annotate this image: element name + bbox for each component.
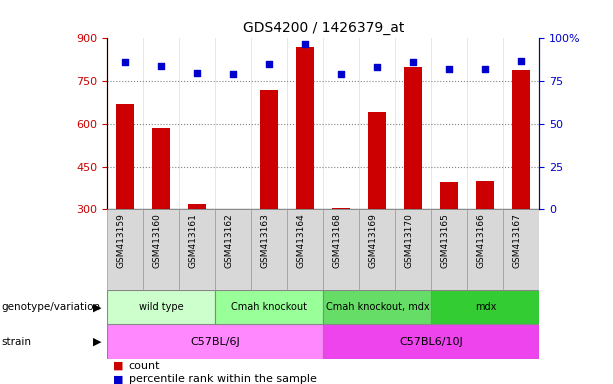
Text: strain: strain: [1, 337, 31, 347]
Text: ▶: ▶: [93, 302, 101, 312]
Text: GSM413167: GSM413167: [512, 214, 522, 268]
Bar: [179, 209, 215, 290]
Bar: [324, 209, 359, 290]
Text: genotype/variation: genotype/variation: [1, 302, 101, 312]
Bar: [261, 90, 278, 209]
Text: mdx: mdx: [474, 302, 496, 312]
Text: C57BL6/10J: C57BL6/10J: [400, 337, 463, 347]
Point: [373, 65, 383, 71]
Point: [264, 61, 274, 67]
Bar: [440, 182, 459, 209]
Point: [229, 71, 238, 77]
Bar: [116, 104, 134, 209]
Bar: [224, 209, 242, 210]
Bar: [368, 113, 386, 209]
Point: [517, 58, 527, 64]
Text: ■: ■: [113, 361, 124, 371]
Text: percentile rank within the sample: percentile rank within the sample: [129, 374, 316, 384]
Bar: [512, 70, 530, 209]
Text: GSM413169: GSM413169: [368, 214, 378, 268]
Bar: [405, 67, 422, 209]
Bar: [432, 290, 539, 324]
Point: [192, 70, 202, 76]
Bar: [395, 209, 432, 290]
Text: GSM413161: GSM413161: [188, 214, 197, 268]
Text: GSM413159: GSM413159: [116, 214, 125, 268]
Point: [444, 66, 454, 72]
Title: GDS4200 / 1426379_at: GDS4200 / 1426379_at: [243, 21, 404, 35]
Text: count: count: [129, 361, 160, 371]
Bar: [324, 324, 539, 359]
Bar: [476, 181, 495, 209]
Bar: [188, 204, 207, 209]
Bar: [296, 47, 314, 209]
Text: GSM413166: GSM413166: [476, 214, 485, 268]
Bar: [468, 209, 503, 290]
Text: Cmah knockout, mdx: Cmah knockout, mdx: [326, 302, 429, 312]
Bar: [251, 209, 287, 290]
Point: [337, 71, 346, 77]
Point: [120, 59, 130, 65]
Point: [481, 66, 490, 72]
Bar: [107, 209, 143, 290]
Text: GSM413162: GSM413162: [224, 214, 234, 268]
Bar: [143, 209, 180, 290]
Text: GSM413164: GSM413164: [296, 214, 305, 268]
Text: GSM413170: GSM413170: [405, 214, 413, 268]
Bar: [215, 290, 324, 324]
Bar: [432, 209, 467, 290]
Text: GSM413165: GSM413165: [440, 214, 449, 268]
Text: Cmah knockout: Cmah knockout: [231, 302, 307, 312]
Bar: [324, 290, 432, 324]
Text: C57BL/6J: C57BL/6J: [191, 337, 240, 347]
Text: ▶: ▶: [93, 337, 101, 347]
Point: [408, 59, 418, 65]
Bar: [332, 208, 351, 209]
Text: GSM413160: GSM413160: [152, 214, 161, 268]
Bar: [359, 209, 395, 290]
Text: ■: ■: [113, 374, 124, 384]
Bar: [107, 324, 324, 359]
Bar: [287, 209, 324, 290]
Bar: [152, 128, 170, 209]
Text: GSM413168: GSM413168: [332, 214, 341, 268]
Text: wild type: wild type: [139, 302, 184, 312]
Point: [156, 63, 166, 69]
Point: [300, 40, 310, 46]
Bar: [215, 209, 251, 290]
Bar: [107, 290, 215, 324]
Text: GSM413163: GSM413163: [261, 214, 269, 268]
Bar: [503, 209, 539, 290]
